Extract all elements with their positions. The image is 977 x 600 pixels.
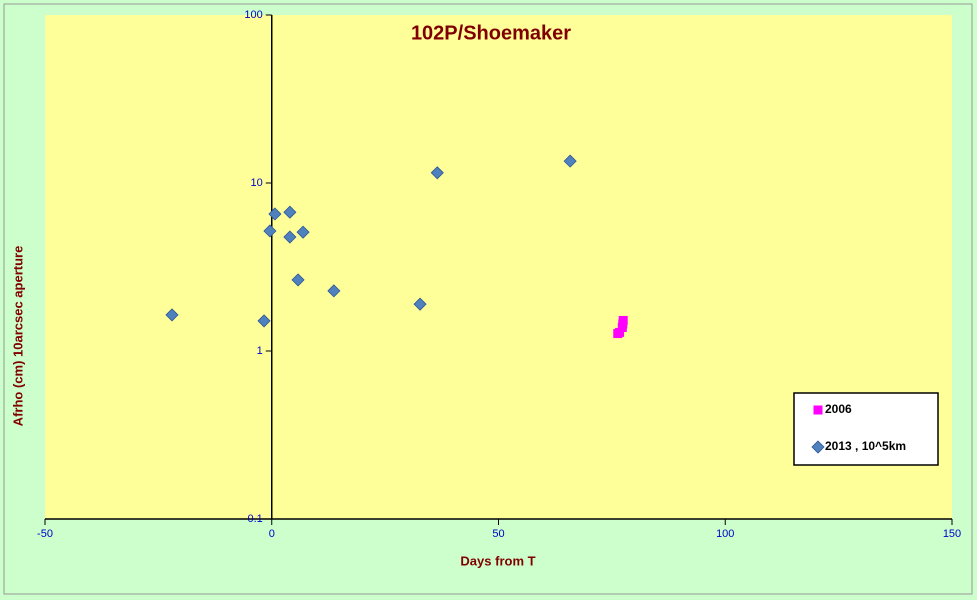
data-point — [283, 230, 297, 244]
x-tick-label: 150 — [943, 528, 961, 540]
y-axis-title: Afrho (cm) 10arcsec aperture — [10, 246, 25, 427]
data-point — [618, 315, 628, 325]
x-tick-label: 50 — [492, 528, 504, 540]
chart-title: 102P/Shoemaker — [411, 22, 571, 44]
data-point — [283, 205, 297, 219]
data-point — [615, 327, 625, 337]
x-tick-label: -50 — [37, 528, 53, 540]
data-point — [263, 224, 277, 238]
legend-box — [793, 392, 939, 466]
y-tick-label: 10 — [251, 177, 263, 189]
data-point — [165, 308, 179, 322]
x-tick-label: 0 — [269, 528, 275, 540]
y-tick-label: 1 — [257, 345, 263, 357]
legend-label: 2006 — [825, 402, 852, 416]
data-point — [430, 166, 444, 180]
x-axis-title: Days from T — [460, 553, 535, 568]
data-point — [327, 284, 341, 298]
data-point — [296, 225, 310, 239]
data-point — [563, 154, 577, 168]
data-point — [257, 314, 271, 328]
data-point — [413, 297, 427, 311]
legend-marker — [813, 405, 823, 415]
legend-marker — [811, 440, 825, 454]
y-tick-label: 100 — [244, 9, 262, 21]
y-tick-label: 0.1 — [247, 513, 262, 525]
x-tick-label: 100 — [716, 528, 734, 540]
data-point — [291, 273, 305, 287]
data-point — [268, 207, 282, 221]
legend-label: 2013 , 10^5km — [825, 439, 906, 453]
